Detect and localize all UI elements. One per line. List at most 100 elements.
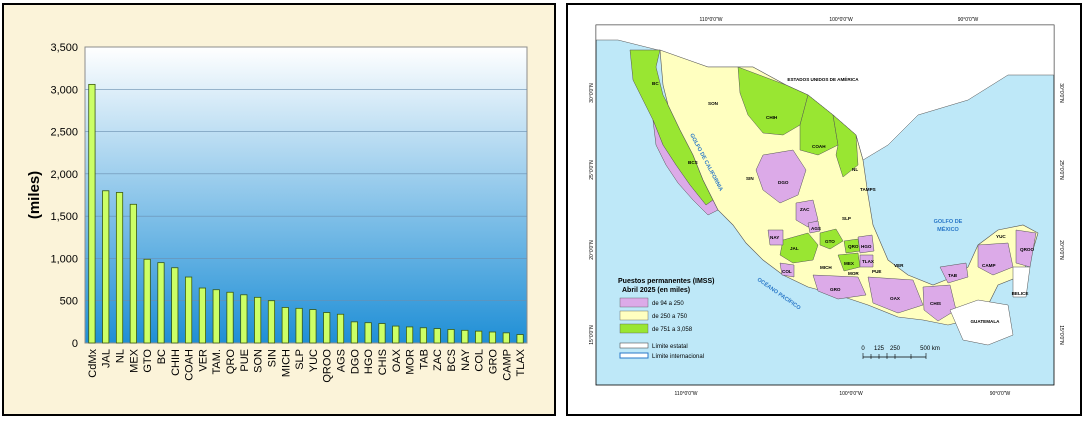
x-tick-label: COL xyxy=(474,349,486,372)
belize-region xyxy=(1012,266,1031,298)
x-tick-label: MOR xyxy=(405,349,417,375)
bar-col xyxy=(475,330,483,344)
state-ags-shape xyxy=(807,220,821,234)
state-chis-shape xyxy=(922,284,957,322)
bar-chart: 0 500 1,000 1,500 2,000 2,500 3,000 3,500 CdMx J… xyxy=(26,42,528,383)
label-oax: OAX xyxy=(890,296,901,301)
coord-left-2: 25°0'0"N xyxy=(589,160,595,180)
label-sin: SIN xyxy=(746,176,754,181)
x-tick-label: COAH xyxy=(184,349,196,381)
legend-swatch-low xyxy=(619,297,649,308)
coord-right-2: 25°0'0"N xyxy=(1058,160,1064,180)
scale-label-250: 250 xyxy=(890,346,901,352)
bar-nay xyxy=(461,329,469,344)
x-tick-label: VER xyxy=(197,349,209,372)
bar-qroo xyxy=(323,312,331,344)
y-tick-label: 1,000 xyxy=(50,253,78,265)
x-tick-label: NL xyxy=(115,349,127,363)
bar-cdmx xyxy=(88,83,96,344)
label-hgo: HGO xyxy=(861,244,872,249)
bar-jal xyxy=(102,190,110,344)
label-ver: VER xyxy=(894,263,904,268)
bar-hgo xyxy=(364,322,372,344)
grid-lines xyxy=(85,88,527,302)
bar-dgo xyxy=(350,321,358,344)
x-tick-label: QRO xyxy=(225,349,237,375)
coord-right-3: 20°0'0"N xyxy=(1058,240,1064,260)
x-tick-label: JAL xyxy=(101,349,113,368)
x-tick-label: BC xyxy=(156,349,168,364)
label-gulf-mexico-1: GOLFO DE xyxy=(934,219,963,225)
x-axis-ticks: CdMx JAL NL MEX GTO BC CHIH COAH VER TAM. QRO PUE SO… xyxy=(87,348,527,382)
legend-swatch-high xyxy=(619,323,649,334)
y-tick-label: 2,500 xyxy=(50,127,78,139)
plot-area xyxy=(84,46,528,344)
x-tick-label: DGO xyxy=(349,349,361,375)
bar-chart-panel: 0 500 1,000 1,500 2,000 2,500 3,000 3,500 CdMx J… xyxy=(2,3,556,416)
label-coah: COAH xyxy=(812,144,826,149)
legend-label-high: de 751 a 3,058 xyxy=(652,327,693,333)
x-tick-label: OAX xyxy=(391,348,403,372)
label-tamps: TAMPS xyxy=(860,187,876,192)
label-ags: AGS xyxy=(811,226,821,231)
legend-label-mid: de 250 a 750 xyxy=(652,314,688,320)
y-tick-label: 2,000 xyxy=(50,169,78,181)
state-camp-shape xyxy=(977,242,1014,276)
x-tick-label: AGS xyxy=(336,349,348,372)
coord-left-1: 30°0'0"N xyxy=(589,83,595,103)
bar-gro xyxy=(488,331,497,344)
x-tick-label: SON xyxy=(253,349,265,373)
label-mich: MICH xyxy=(820,265,832,270)
bar-son xyxy=(254,296,262,344)
y-tick-label: 500 xyxy=(60,296,78,308)
bar-chis xyxy=(378,323,386,344)
label-pue: PUE xyxy=(872,269,881,274)
label-dgo: DGO xyxy=(778,180,789,185)
label-usa: ESTADOS UNIDOS DE AMÉRICA xyxy=(787,75,859,82)
y-tick-label: 3,000 xyxy=(50,84,78,96)
x-tick-label: NAY xyxy=(460,348,472,370)
legend-label-state-line: Límite estatal xyxy=(652,344,688,350)
x-tick-label: TAB xyxy=(418,349,430,370)
label-bcs: BCS xyxy=(688,160,698,165)
state-tlax-shape xyxy=(859,254,874,268)
bar-mor xyxy=(406,326,414,344)
coord-right-4: 15°0'0"N xyxy=(1058,325,1064,345)
bar-nl xyxy=(115,192,124,344)
x-tick-label: GRO xyxy=(487,349,499,375)
label-yuc: YUC xyxy=(996,234,1006,239)
legend-swatch-mid xyxy=(619,310,649,321)
bar-gto xyxy=(143,258,151,344)
scale-label-125: 125 xyxy=(874,346,885,352)
x-tick-label: CdMx xyxy=(87,349,99,378)
label-mor: MOR xyxy=(848,271,859,276)
bar-mich xyxy=(281,307,289,344)
label-chih: CHIH xyxy=(766,115,778,120)
legend-swatch-intl-line xyxy=(619,352,649,359)
bar-qro xyxy=(226,291,234,344)
bar-bcs xyxy=(447,329,455,344)
label-gro: GRO xyxy=(830,287,841,292)
x-tick-label: TAM. xyxy=(211,349,223,374)
state-gto-shape xyxy=(819,228,844,250)
label-tlax: TLAX xyxy=(862,259,875,264)
coord-top-1: 110°0'0"W xyxy=(700,17,723,23)
coord-left-4: 15°0'0"N xyxy=(589,325,595,345)
bar-bc xyxy=(157,262,165,344)
x-tick-label: YUC xyxy=(308,349,320,372)
coord-top-2: 100°0'0"W xyxy=(829,17,853,23)
bar-tlax xyxy=(516,334,524,344)
y-tick-label: 0 xyxy=(72,338,78,350)
x-tick-label: CHIH xyxy=(170,349,182,376)
x-tick-label: CAMP xyxy=(501,349,513,381)
coord-bottom-2: 100°0'0"W xyxy=(839,391,863,397)
label-nay: NAY xyxy=(770,235,779,240)
y-axis-ticks: 0 500 1,000 1,500 2,000 2,500 3,000 3,500 xyxy=(50,42,78,350)
bar-sin xyxy=(267,300,276,344)
guatemala-region xyxy=(949,299,1014,346)
x-tick-label: CHIS xyxy=(377,349,389,375)
label-qroo: QROO xyxy=(1020,247,1034,252)
label-qro: QRO xyxy=(848,244,859,249)
label-gto: GTO xyxy=(825,239,835,244)
label-camp: CAMP xyxy=(982,263,996,268)
